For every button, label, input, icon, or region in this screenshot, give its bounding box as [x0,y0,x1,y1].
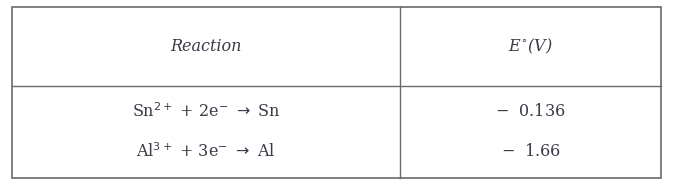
Text: $-$  1.66: $-$ 1.66 [501,143,561,160]
Text: Reaction: Reaction [170,38,242,55]
Text: E$^{\circ}$(V): E$^{\circ}$(V) [508,37,553,56]
Text: Sn$^{2+}$ + 2e$^{-}$ $\rightarrow$ Sn: Sn$^{2+}$ + 2e$^{-}$ $\rightarrow$ Sn [132,102,281,121]
Text: $-$  0.136: $-$ 0.136 [495,103,566,120]
Text: Al$^{3+}$ + 3e$^{-}$ $\rightarrow$ Al: Al$^{3+}$ + 3e$^{-}$ $\rightarrow$ Al [137,143,276,161]
